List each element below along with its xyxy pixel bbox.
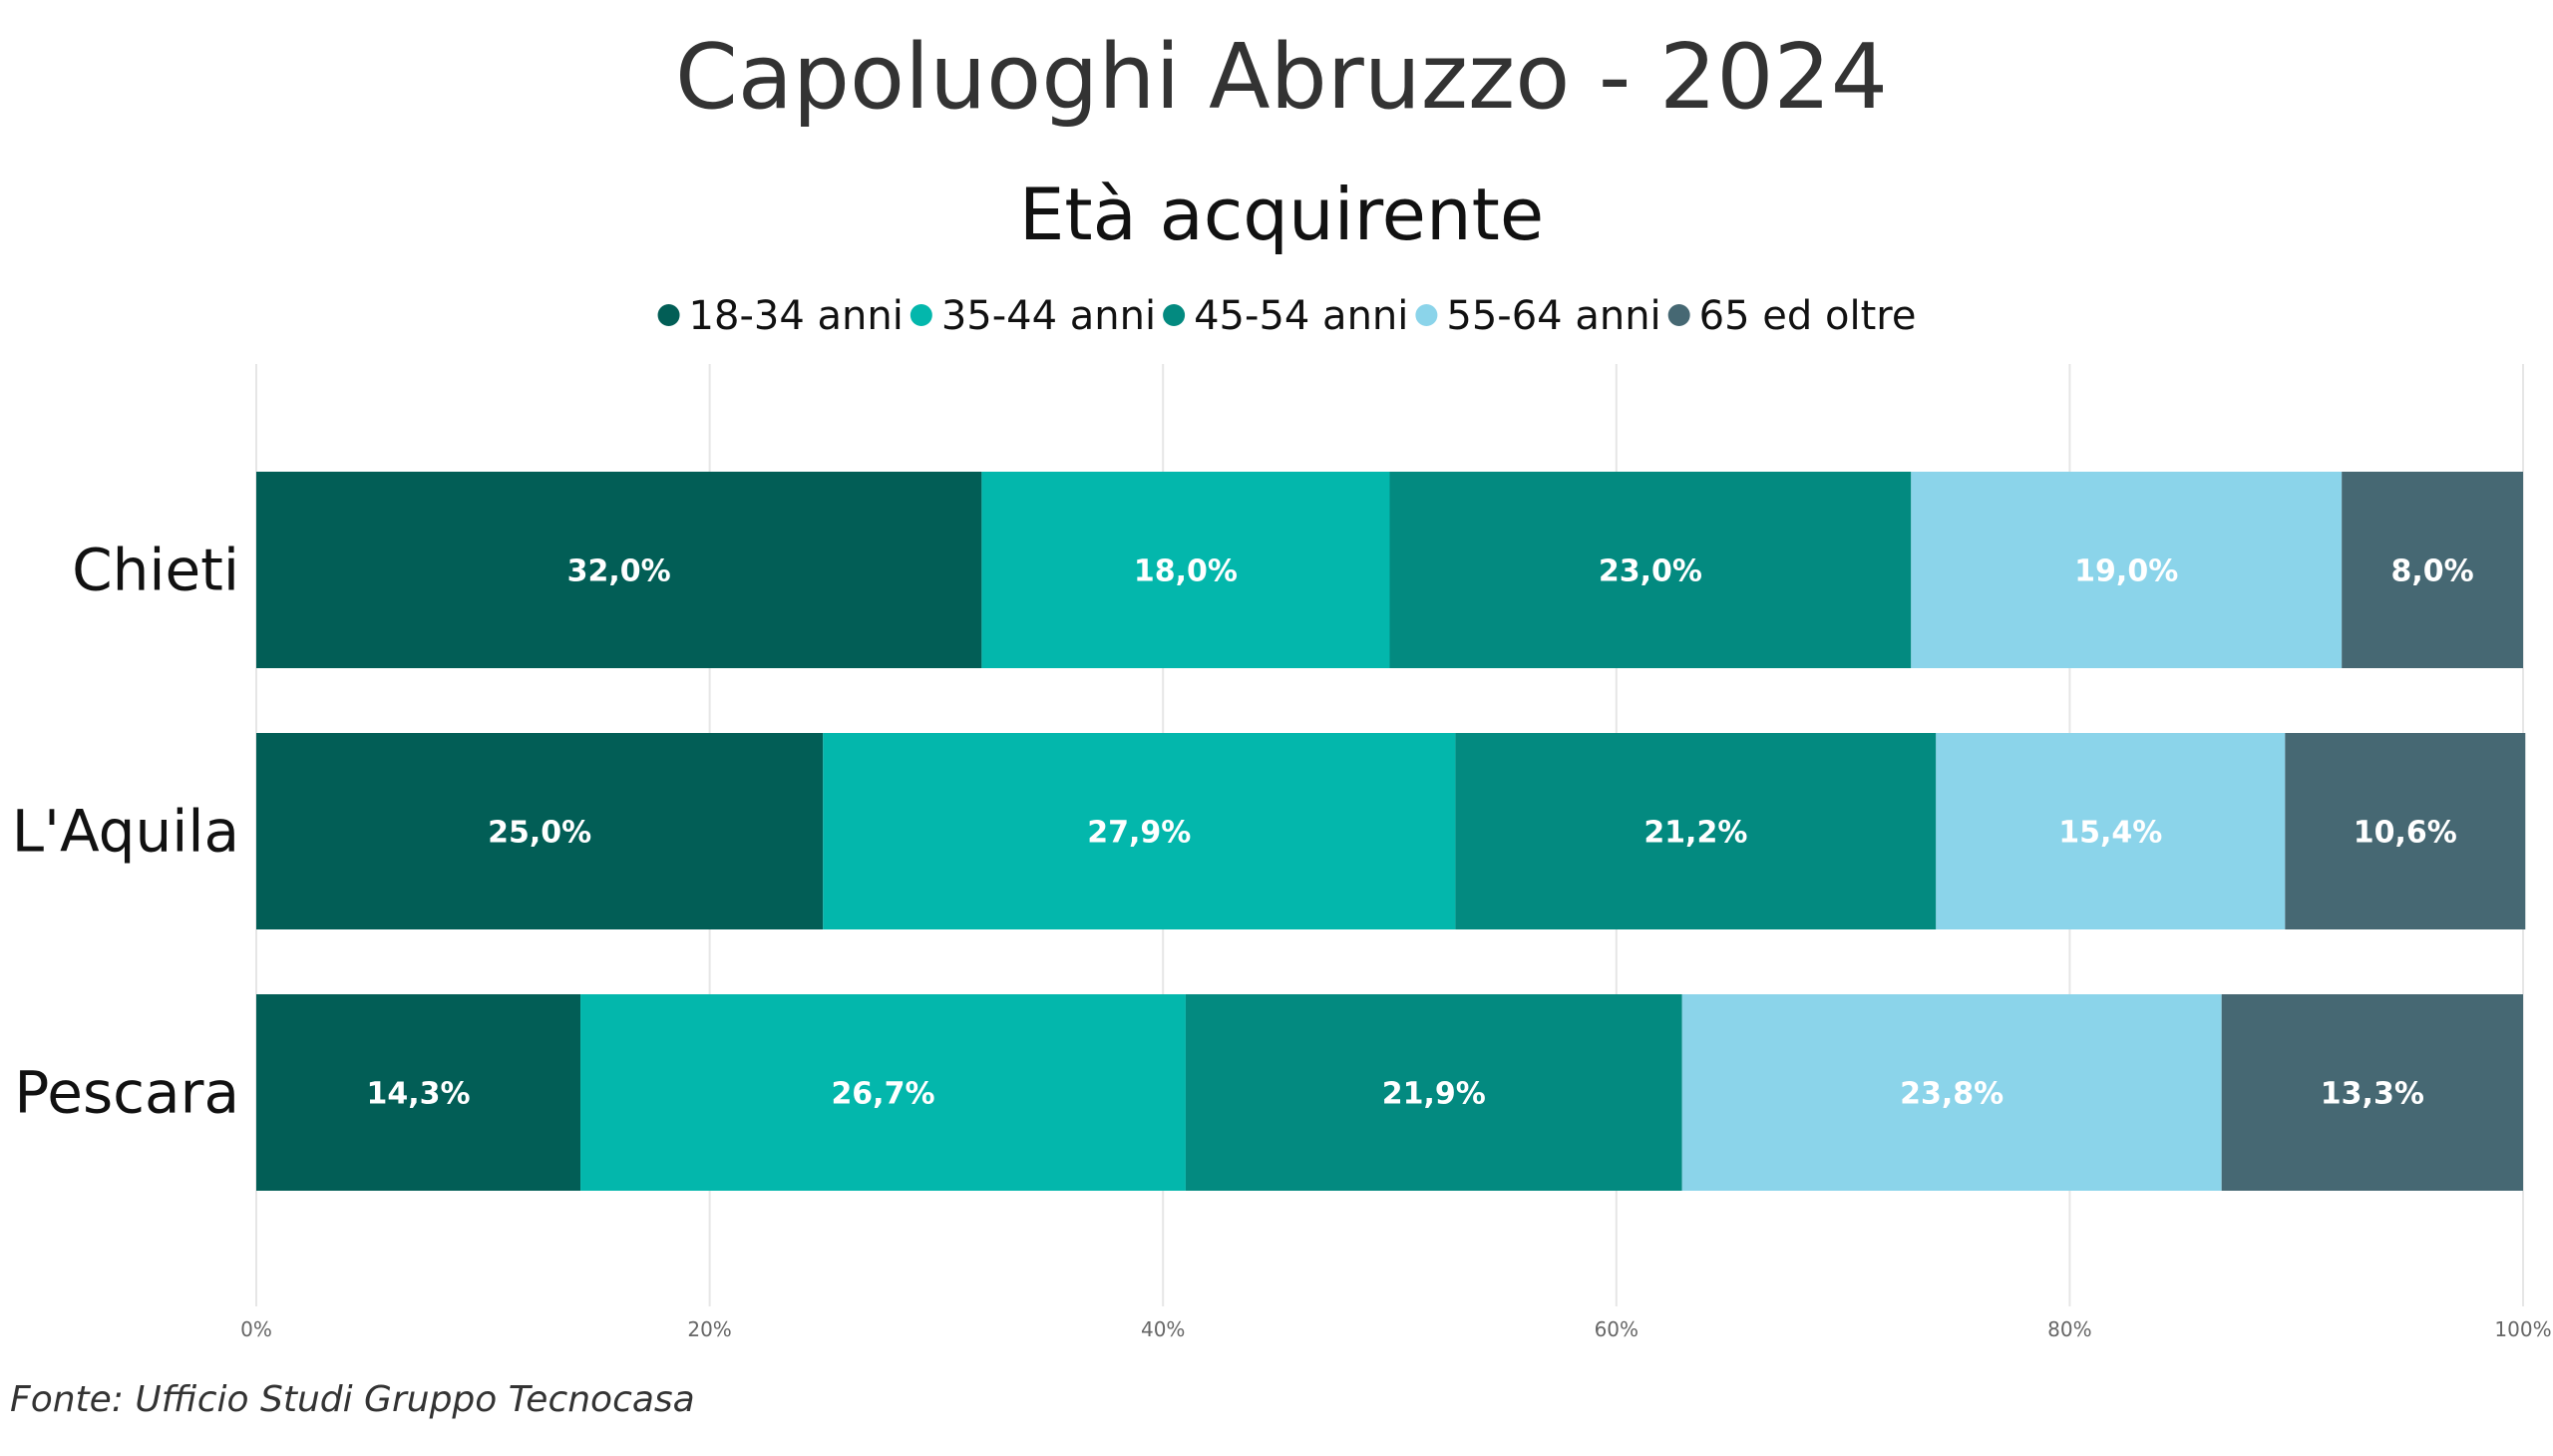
bar-segment — [981, 472, 1390, 668]
bar-segment — [1681, 994, 2222, 1191]
data-label: 10,6% — [2354, 816, 2457, 851]
x-tick-label: 40% — [1141, 1317, 1185, 1341]
legend-label: 45-54 anni — [1194, 293, 1408, 339]
legend-item: 18-34 anni — [657, 293, 904, 339]
data-label: 21,9% — [1382, 1077, 1486, 1112]
data-label: 25,0% — [488, 816, 591, 851]
category-labels: Chieti L'Aquila Pescara — [12, 537, 239, 1127]
x-tick-label: 100% — [2494, 1317, 2551, 1341]
data-label: 15,4% — [2058, 816, 2162, 851]
data-label: 18,0% — [1134, 554, 1238, 589]
bar-segment — [2285, 733, 2526, 929]
bar-segment — [823, 733, 1456, 929]
bar-segment — [2342, 472, 2523, 668]
data-label: 13,3% — [2321, 1077, 2424, 1112]
bar-segment — [256, 994, 581, 1191]
legend-item: 55-64 anni — [1415, 293, 1661, 339]
data-label: 21,2% — [1643, 816, 1747, 851]
bar-segment — [1455, 733, 1937, 929]
legend-item: 65 ed oltre — [1667, 293, 1917, 339]
x-tick-label: 20% — [687, 1317, 731, 1341]
data-label: 8,0% — [2390, 554, 2473, 589]
legend-label: 55-64 anni — [1446, 293, 1660, 339]
bar-segment — [256, 472, 982, 668]
chart-subtitle: Età acquirente — [1019, 173, 1544, 256]
legend-marker — [1667, 304, 1690, 326]
legend-marker — [657, 304, 680, 326]
bar-segment — [580, 994, 1186, 1191]
legend: 18-34 anni 35-44 anni 45-54 anni 55-64 anni… — [657, 293, 1917, 339]
legend-marker — [1415, 304, 1438, 326]
bar-segment — [1936, 733, 2286, 929]
legend-item: 45-54 anni — [1163, 293, 1408, 339]
bar-segment — [256, 733, 824, 929]
category-label: Chieti — [72, 537, 239, 604]
data-label: 32,0% — [567, 554, 671, 589]
legend-item: 35-44 anni — [910, 293, 1156, 339]
data-label: 19,0% — [2074, 554, 2178, 589]
legend-label: 35-44 anni — [941, 293, 1156, 339]
legend-label: 65 ed oltre — [1699, 293, 1917, 339]
data-label: 26,7% — [831, 1077, 934, 1112]
x-tick-label: 60% — [1595, 1317, 1639, 1341]
bar-segment — [1185, 994, 1682, 1191]
category-label: L'Aquila — [12, 798, 239, 866]
x-axis-tick-labels: 0% 20% 40% 60% 80% 100% — [240, 1317, 2551, 1341]
source-note: Fonte: Ufficio Studi Gruppo Tecnocasa — [10, 1379, 695, 1420]
legend-marker — [910, 304, 932, 326]
legend-label: 18-34 anni — [689, 293, 904, 339]
bars: 32,0% 18,0% 23,0% 19,0% 8,0% 25,0% 27,9% 21,2% 1… — [256, 472, 2526, 1191]
x-tick-label: 0% — [240, 1317, 272, 1341]
data-label: 27,9% — [1087, 816, 1191, 851]
legend-marker — [1163, 304, 1186, 326]
bar-segment — [1911, 472, 2343, 668]
bar-segment — [2221, 994, 2523, 1191]
data-label: 23,0% — [1599, 554, 1702, 589]
data-label: 14,3% — [366, 1077, 470, 1112]
data-label: 23,8% — [1900, 1077, 2004, 1112]
x-tick-label: 80% — [2047, 1317, 2091, 1341]
category-label: Pescara — [14, 1059, 239, 1127]
chart-title: Capoluoghi Abruzzo - 2024 — [675, 25, 1888, 130]
bar-segment — [1389, 472, 1912, 668]
